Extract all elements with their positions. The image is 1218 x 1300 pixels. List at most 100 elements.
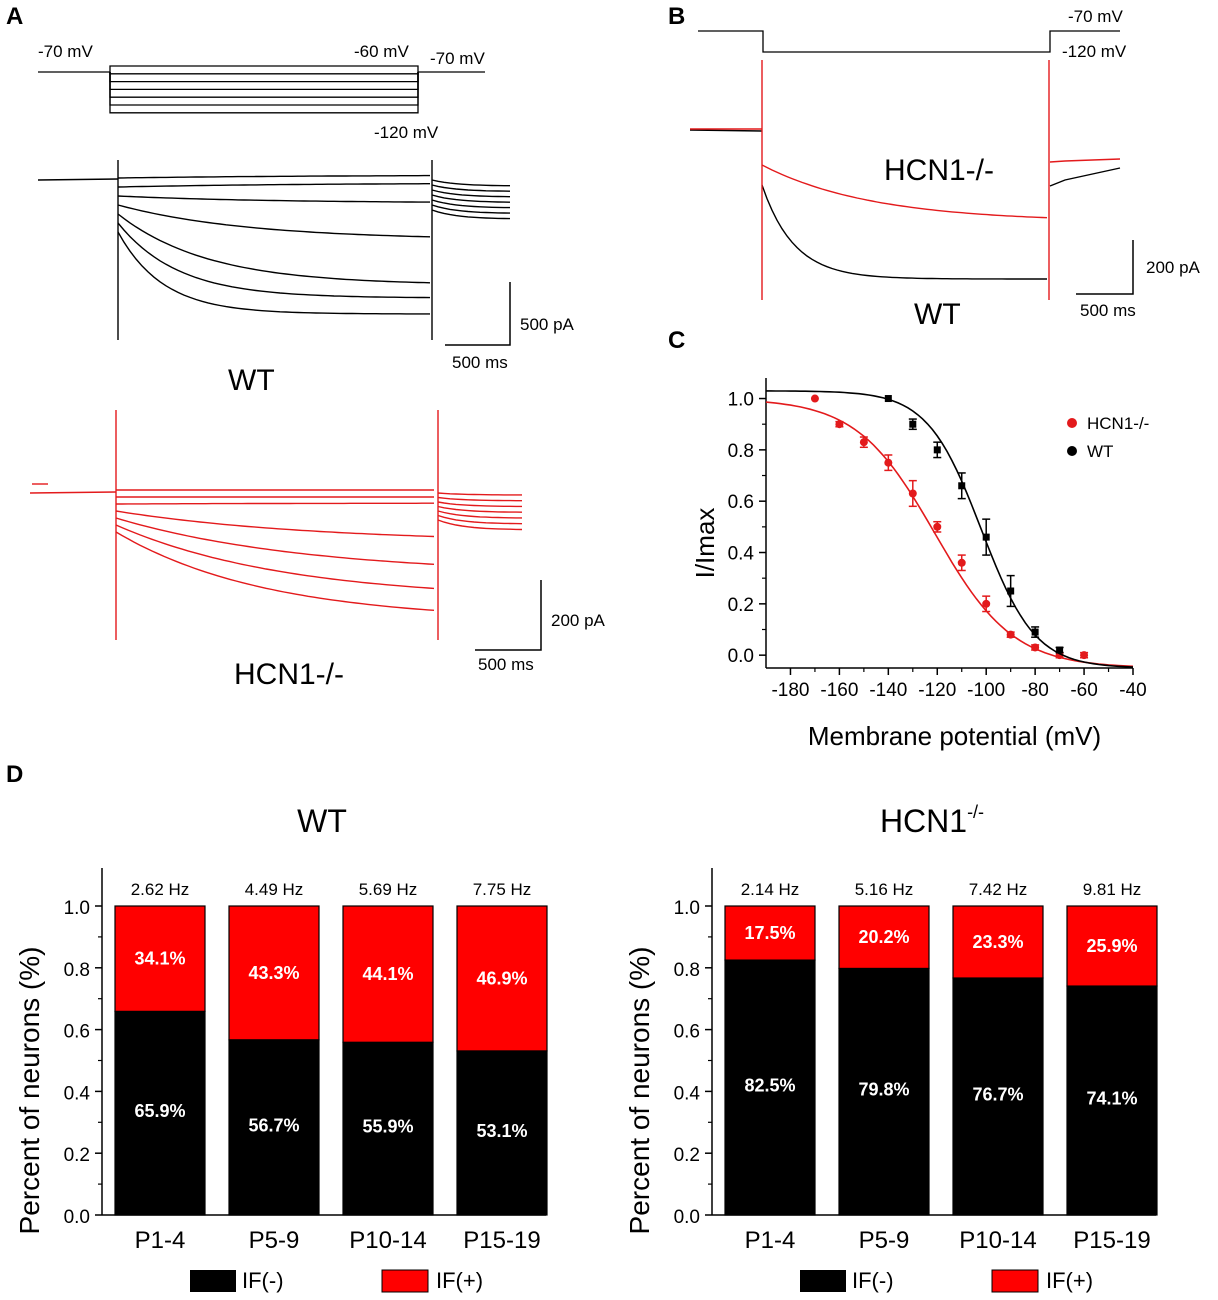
y-axis-title: Percent of neurons (%) xyxy=(14,947,45,1235)
tail-current-trace xyxy=(437,501,522,508)
bar-if-positive xyxy=(228,905,320,1041)
data-point xyxy=(908,489,917,498)
y-tick-label: 1.0 xyxy=(64,898,90,919)
panel-a-ko-scale-bar: 200 pA 500 ms xyxy=(475,580,606,674)
ko-current-trace xyxy=(761,164,1048,219)
bar-label-if-negative: 74.1% xyxy=(1086,1089,1137,1109)
tail-current-trace xyxy=(437,492,522,496)
tail-current-trace xyxy=(431,189,511,198)
legend-marker xyxy=(1067,446,1077,456)
legend-label: WT xyxy=(1087,442,1113,461)
protocol-step-line xyxy=(109,72,419,98)
protocol-return-label: -70 mV xyxy=(430,49,485,68)
chart-title: WT xyxy=(297,803,347,839)
x-tick-label: -60 xyxy=(1070,680,1097,701)
bar-if-positive xyxy=(952,905,1044,979)
bar-label-if-positive: 44.1% xyxy=(362,964,413,984)
tail-current-trace xyxy=(437,519,523,531)
legend-swatch-if-negative xyxy=(800,1270,846,1292)
x-axis-title: Membrane potential (mV) xyxy=(808,721,1101,751)
panel-a-ko-traces xyxy=(29,410,523,640)
y-tick-label: 1.0 xyxy=(728,390,754,411)
data-point xyxy=(835,420,844,429)
data-point xyxy=(957,558,966,567)
y-tick-label: 0.2 xyxy=(728,595,754,616)
bar-label-if-negative: 55.9% xyxy=(362,1117,413,1137)
bar-if-negative xyxy=(724,959,816,1216)
tail-current-trace xyxy=(431,184,511,192)
bar-if-negative xyxy=(228,1039,320,1216)
bar-label-if-negative: 82.5% xyxy=(744,1076,795,1096)
bar-label-if-positive: 46.9% xyxy=(476,968,527,988)
chart-title-superscript: -/- xyxy=(967,802,984,822)
data-point xyxy=(1031,628,1039,636)
data-point xyxy=(1080,651,1089,660)
bar-frequency-label: 2.14 Hz xyxy=(741,880,800,899)
panel-a-wt-label: WT xyxy=(228,364,275,397)
current-trace xyxy=(115,517,435,565)
data-point xyxy=(1056,646,1064,654)
bar-label-if-negative: 79.8% xyxy=(858,1080,909,1100)
tail-current-trace xyxy=(431,199,510,209)
bar-label-if-negative: 76.7% xyxy=(972,1084,1023,1104)
legend-label-if-positive: IF(+) xyxy=(436,1268,483,1293)
panel-label-b: B xyxy=(668,3,685,30)
panel-b-scale-current-label: 200 pA xyxy=(1146,258,1201,277)
holding-current-trace xyxy=(29,491,117,494)
x-tick-label: -80 xyxy=(1021,680,1048,701)
bar-if-negative xyxy=(456,1050,548,1216)
x-tick-label: P10-14 xyxy=(349,1227,426,1254)
y-tick-label: 0.4 xyxy=(674,1083,701,1104)
bar-if-positive xyxy=(724,905,816,961)
ko-stacked-bar-chart: 0.0 0.2 0.4 0.6 0.8 1.0 Percent of neurons (%)… xyxy=(624,802,1158,1293)
data-point xyxy=(1007,587,1015,595)
y-tick-label: 0.4 xyxy=(728,544,755,565)
data-point xyxy=(933,446,941,454)
protocol-step-line xyxy=(109,72,419,114)
y-tick-label: 1.0 xyxy=(674,898,700,919)
panel-b-scale-bar: 200 pA 500 ms xyxy=(1076,240,1201,320)
bar-if-positive xyxy=(838,905,930,970)
x-tick-label: P1-4 xyxy=(745,1227,796,1254)
protocol-step-line xyxy=(109,72,419,91)
bar-frequency-label: 5.16 Hz xyxy=(855,880,914,899)
data-point xyxy=(884,458,893,467)
bar-if-negative xyxy=(952,977,1044,1216)
legend-swatch-if-positive xyxy=(991,1269,1039,1293)
ko-scale-time-label: 500 ms xyxy=(478,655,534,674)
y-tick-label: 0.0 xyxy=(728,646,754,667)
legend-label-if-negative: IF(-) xyxy=(852,1268,894,1293)
wt-current-trace xyxy=(761,184,1047,280)
current-trace xyxy=(115,524,435,590)
bar-label-if-positive: 17.5% xyxy=(744,923,795,943)
wt-stacked-bar-chart: 0.0 0.2 0.4 0.6 0.8 1.0 Percent of neurons (%)… xyxy=(14,803,548,1293)
wt-tail-trace xyxy=(1049,167,1121,187)
panel-label-c: C xyxy=(668,327,685,354)
x-tick-label: P15-19 xyxy=(1073,1227,1150,1254)
tail-current-trace xyxy=(431,179,510,187)
data-point xyxy=(1031,643,1040,652)
protocol-step-bottom-label: -120 mV xyxy=(374,123,439,142)
current-trace xyxy=(115,531,435,611)
legend-marker xyxy=(1067,418,1077,428)
panel-b-ko-label: HCN1-/- xyxy=(884,154,994,187)
bar-frequency-label: 9.81 Hz xyxy=(1083,880,1142,899)
wt-holding-trace xyxy=(689,129,763,132)
y-tick-label: 0.0 xyxy=(64,1207,90,1228)
legend-swatch-if-negative xyxy=(190,1270,236,1292)
current-trace xyxy=(117,231,430,315)
data-point xyxy=(1006,630,1015,639)
tail-current-trace xyxy=(437,510,522,519)
current-trace xyxy=(117,195,430,203)
y-tick-label: 0.2 xyxy=(674,1145,700,1166)
bar-label-if-negative: 56.7% xyxy=(248,1115,299,1135)
x-tick-label: -120 xyxy=(918,680,956,701)
bar-if-negative xyxy=(114,1010,206,1216)
bar-if-positive xyxy=(456,905,548,1052)
y-tick-label: 0.8 xyxy=(728,441,754,462)
tail-current-trace xyxy=(437,505,523,513)
ko-scale-current-label: 200 pA xyxy=(551,611,606,630)
x-tick-label: P10-14 xyxy=(959,1227,1036,1254)
tail-current-trace xyxy=(431,209,511,220)
